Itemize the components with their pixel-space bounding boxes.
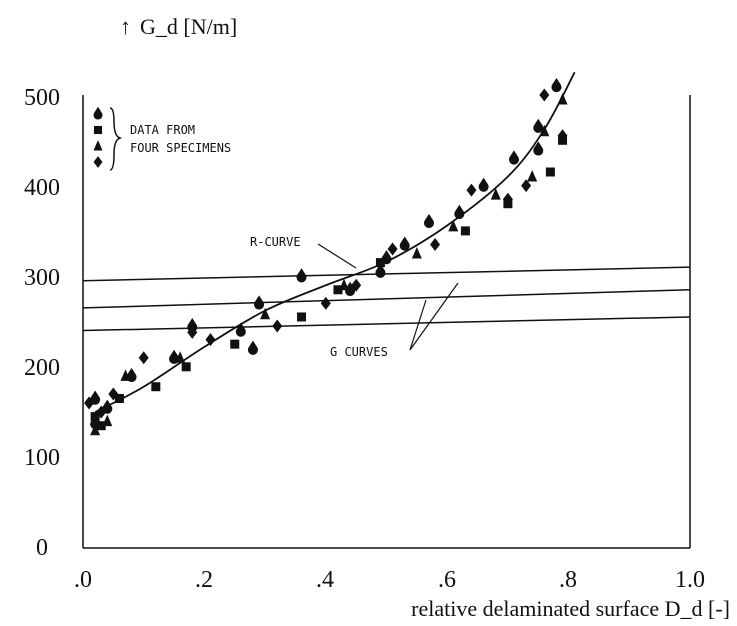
g-curve-line-3 — [82, 316, 691, 332]
data-point-triangle-4 — [175, 351, 186, 363]
x-tick-0-6: .6 — [438, 567, 456, 593]
data-point-teardrop-8 — [247, 340, 258, 355]
data-point-teardrop-1 — [90, 390, 101, 405]
y-axis-label: G_d [N/m] — [140, 14, 237, 39]
data-point-teardrop-6 — [187, 318, 198, 333]
data-point-triangle-8 — [448, 219, 459, 232]
data-point-triangle-10 — [527, 170, 538, 182]
data-point-triangle-1 — [90, 423, 101, 436]
data-point-diamond-9 — [351, 278, 362, 292]
data-point-teardrop-21 — [551, 77, 562, 93]
data-point-triangle-2 — [102, 414, 113, 427]
data-point-diamond-1 — [84, 396, 95, 410]
data-point-square-4 — [151, 382, 161, 392]
g-curves-pointer-a — [409, 282, 459, 351]
data-point-diamond-7 — [272, 319, 283, 333]
r-curve-line — [94, 71, 576, 413]
g-curves — [82, 266, 691, 332]
y-tick-labels: 500 400 300 200 100 0 — [24, 85, 60, 561]
data-point-teardrop-18 — [508, 150, 519, 165]
data-point-teardrop-9 — [254, 295, 265, 310]
data-point-teardrop-15 — [423, 213, 434, 229]
data-point-square-3 — [114, 394, 124, 404]
data-point-triangle-11 — [539, 124, 550, 137]
data-point-triangle-9 — [490, 188, 501, 200]
data-point-diamond-11 — [430, 237, 441, 251]
g-curves-annotation: G CURVES — [330, 282, 459, 359]
data-point-triangle-12 — [557, 93, 568, 105]
g-curve-line-2 — [82, 289, 691, 309]
data-point-teardrop-14 — [399, 236, 410, 251]
data-points — [84, 77, 568, 436]
data-point-teardrop-3 — [102, 399, 113, 414]
data-point-diamond-12 — [466, 183, 477, 197]
data-point-triangle-5 — [260, 307, 271, 320]
data-point-diamond-2 — [96, 405, 107, 419]
x-axis-label: relative delaminated surface D_d [-] — [411, 596, 730, 621]
data-point-square-9 — [375, 258, 385, 268]
x-tick-0-4: .4 — [316, 567, 334, 593]
legend-markers — [93, 106, 103, 168]
data-point-teardrop-10 — [296, 268, 307, 283]
y-axis-title: ↑ G_d [N/m] — [120, 14, 237, 39]
y-tick-200: 200 — [24, 355, 60, 381]
data-point-square-2 — [96, 421, 106, 431]
data-point-diamond-3 — [108, 387, 119, 401]
data-point-diamond-6 — [205, 333, 216, 347]
legend-line-1: DATA FROM — [130, 123, 195, 137]
y-tick-0: 0 — [36, 535, 48, 561]
r-curve-annotation: R-CURVE — [250, 235, 357, 269]
x-tick-1-0: 1.0 — [675, 567, 705, 593]
x-tick-0-2: .2 — [195, 567, 213, 593]
y-tick-500: 500 — [24, 85, 60, 111]
data-point-square-1 — [90, 412, 100, 422]
legend-marker-diamond — [93, 156, 103, 168]
data-point-teardrop-20 — [533, 141, 544, 156]
legend-line-2: FOUR SPECIMENS — [130, 141, 231, 155]
data-point-square-8 — [333, 285, 343, 295]
data-point-diamond-5 — [187, 325, 198, 339]
y-tick-400: 400 — [24, 175, 60, 201]
data-point-diamond-15 — [539, 88, 550, 102]
data-point-square-12 — [545, 167, 555, 177]
legend: DATA FROM FOUR SPECIMENS — [109, 107, 231, 171]
legend-brace — [109, 107, 123, 171]
g-curves-label: G CURVES — [330, 345, 388, 359]
legend-marker-triangle — [93, 140, 103, 151]
data-point-square-7 — [297, 312, 307, 322]
data-point-diamond-13 — [502, 192, 513, 206]
data-point-diamond-10 — [387, 242, 398, 256]
r-curve-pointer — [317, 243, 357, 269]
data-point-diamond-16 — [557, 129, 568, 143]
y-tick-300: 300 — [24, 265, 60, 291]
g-curves-pointer-b — [409, 299, 427, 351]
data-point-triangle-3 — [120, 369, 131, 381]
data-point-square-10 — [460, 226, 470, 236]
data-point-square-6 — [230, 339, 240, 349]
data-point-diamond-8 — [320, 296, 331, 310]
data-point-square-5 — [181, 362, 191, 372]
data-point-teardrop-7 — [235, 322, 246, 337]
data-point-teardrop-17 — [478, 177, 489, 192]
y-tick-100: 100 — [24, 445, 60, 471]
data-point-teardrop-16 — [454, 204, 465, 219]
y-axis-arrow: ↑ — [120, 14, 131, 39]
data-point-teardrop-11 — [345, 281, 356, 296]
x-tick-labels: .0 .2 .4 .6 .8 1.0 — [74, 567, 705, 593]
data-point-teardrop-12 — [375, 263, 386, 278]
data-point-diamond-4 — [138, 351, 149, 365]
data-point-triangle-6 — [339, 278, 350, 291]
data-point-triangle-7 — [411, 247, 422, 259]
g-curve-line-1 — [82, 266, 691, 282]
data-point-diamond-14 — [521, 179, 532, 193]
x-tick-0-8: .8 — [559, 567, 577, 593]
legend-marker-teardrop — [93, 106, 103, 120]
data-point-teardrop-19 — [533, 118, 544, 133]
x-tick-0: .0 — [74, 567, 92, 593]
legend-marker-square — [93, 125, 103, 135]
r-curve-label: R-CURVE — [250, 235, 301, 249]
